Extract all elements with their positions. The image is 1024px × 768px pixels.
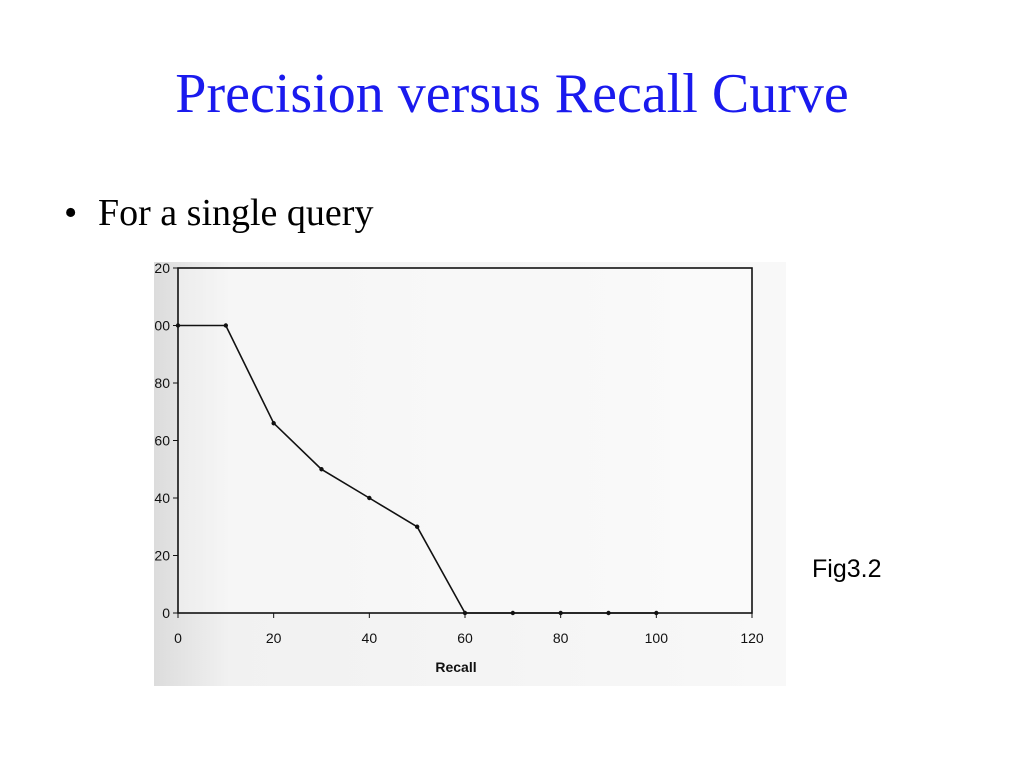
plot-area-frame <box>177 267 753 614</box>
chart-background <box>154 262 786 686</box>
x-tick-label: 40 <box>362 630 378 646</box>
data-point <box>319 467 324 472</box>
y-tick-label: 20 <box>154 548 170 564</box>
precision-recall-chart: 0 20 40 60 80 100 120 0 20 40 60 80 100 120 Recall <box>154 262 786 686</box>
data-point <box>558 610 563 616</box>
bullet-dot-icon: • <box>64 192 78 234</box>
data-point <box>606 610 611 616</box>
data-point <box>271 421 276 426</box>
y-tick-label: 60 <box>154 433 170 449</box>
data-point <box>462 610 468 616</box>
x-tick-label: 60 <box>457 630 473 646</box>
x-tick-label: 120 <box>740 630 764 646</box>
data-point <box>175 323 181 328</box>
y-tick-label: 40 <box>154 490 170 506</box>
slide-title: Precision versus Recall Curve <box>175 63 849 125</box>
figure-caption: Fig3.2 <box>812 555 882 583</box>
data-point <box>223 323 229 328</box>
x-axis-label: Recall <box>435 659 476 675</box>
y-tick-label: 0 <box>162 605 170 621</box>
y-tick-label: 80 <box>154 375 170 391</box>
bullet-item: • For a single query <box>64 188 373 238</box>
x-tick-label: 100 <box>645 630 669 646</box>
y-tick-label: 100 <box>154 318 170 334</box>
bullet-text: For a single query <box>98 192 374 234</box>
data-point <box>654 610 659 616</box>
x-tick-label: 0 <box>174 630 182 646</box>
x-tick-label: 80 <box>553 630 569 646</box>
data-point <box>367 495 372 501</box>
x-tick-label: 20 <box>266 630 282 646</box>
y-tick-label: 120 <box>154 262 170 276</box>
data-point <box>414 524 420 529</box>
data-point <box>510 610 516 616</box>
